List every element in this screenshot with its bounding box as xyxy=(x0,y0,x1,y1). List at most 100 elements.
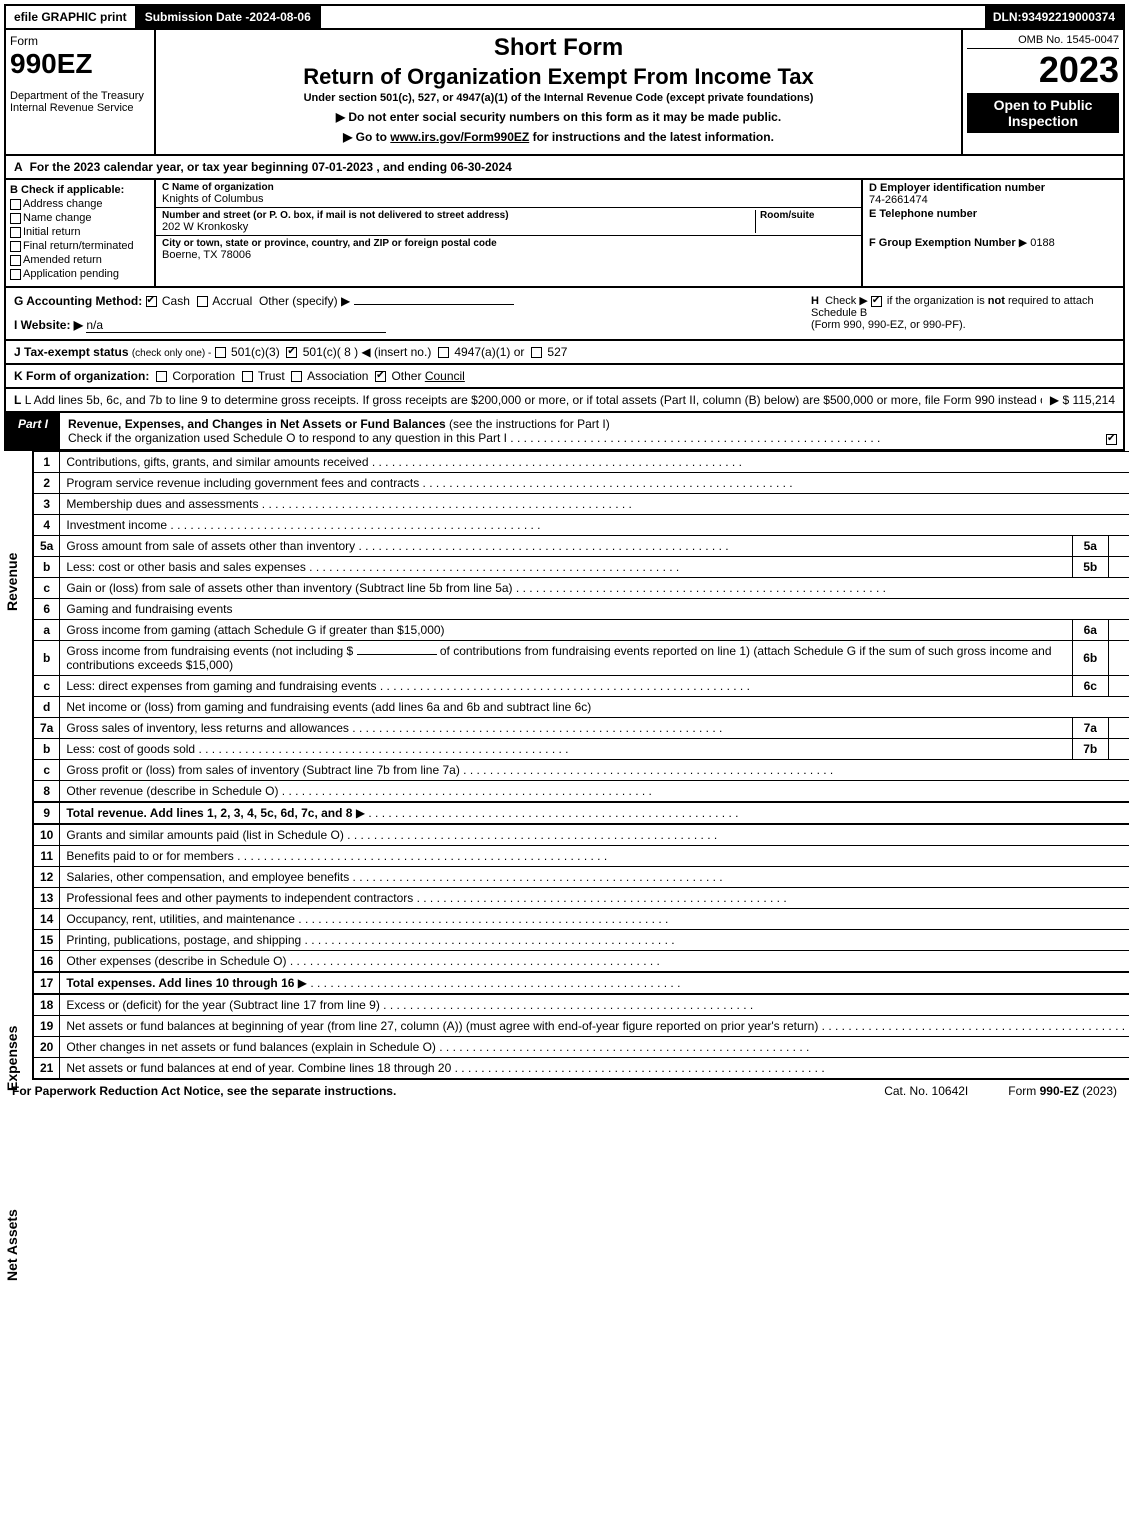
lineno: a xyxy=(33,620,60,641)
line-desc: Excess or (deficit) for the year (Subtra… xyxy=(66,998,379,1012)
city-label: City or town, state or province, country… xyxy=(162,238,855,249)
dln-value: 93492219000374 xyxy=(1022,10,1115,24)
col-def: D Employer identification number 74-2661… xyxy=(863,180,1123,286)
lineno: 16 xyxy=(33,951,60,973)
arrow-icon: ▶ $ xyxy=(1050,393,1069,407)
opt-other-pre: Other xyxy=(391,369,421,383)
box-label: 5a xyxy=(1072,536,1108,557)
line-desc: Gaming and fundraising events xyxy=(66,602,232,616)
lineno: 18 xyxy=(33,994,60,1016)
cb-corporation[interactable] xyxy=(156,371,167,382)
cb-address-change[interactable]: Address change xyxy=(10,198,150,210)
line-18: 18 Excess or (deficit) for the year (Subt… xyxy=(33,994,1129,1016)
goto-post: for instructions and the latest informat… xyxy=(529,130,774,144)
return-title: Return of Organization Exempt From Incom… xyxy=(164,64,953,90)
part1-paren: (see the instructions for Part I) xyxy=(449,417,610,431)
lineno: 19 xyxy=(33,1016,60,1037)
line-desc: Gross income from gaming (attach Schedul… xyxy=(66,623,444,637)
contrib-blank xyxy=(357,654,437,655)
lineno: c xyxy=(33,578,60,599)
cb-application-pending[interactable]: Application pending xyxy=(10,268,150,280)
box-label: 6a xyxy=(1072,620,1108,641)
opt-corp: Corporation xyxy=(172,369,235,383)
dept-treasury: Department of the Treasury xyxy=(10,90,150,102)
org-name-label: C Name of organization xyxy=(162,182,855,193)
line-desc-1: Gross income from fundraising events (no… xyxy=(66,644,353,658)
section-bcdef: B Check if applicable: Address change Na… xyxy=(4,180,1125,288)
lineno: 10 xyxy=(33,824,60,846)
cb-other-org[interactable] xyxy=(375,371,386,382)
cb-final-return[interactable]: Final return/terminated xyxy=(10,240,150,252)
cb-label: Initial return xyxy=(23,226,80,238)
cb-schedule-o-part1[interactable] xyxy=(1106,434,1117,445)
cb-trust[interactable] xyxy=(242,371,253,382)
line-16: 16 Other expenses (describe in Schedule O… xyxy=(33,951,1129,973)
omb-number: OMB No. 1545-0047 xyxy=(967,34,1119,49)
line-desc: Contributions, gifts, grants, and simila… xyxy=(66,455,368,469)
city-value: Boerne, TX 78006 xyxy=(162,249,251,261)
line-desc: Less: cost of goods sold xyxy=(66,742,195,756)
lineno: 17 xyxy=(33,972,60,994)
row-a-tax-year: A For the 2023 calendar year, or tax yea… xyxy=(4,156,1125,180)
room-label: Room/suite xyxy=(760,210,855,221)
cb-501c[interactable] xyxy=(286,347,297,358)
street-label: Number and street (or P. O. box, if mail… xyxy=(162,210,755,221)
cb-527[interactable] xyxy=(531,347,542,358)
website-value: n/a xyxy=(86,318,386,333)
line-desc: Investment income xyxy=(66,518,167,532)
goto-link[interactable]: www.irs.gov/Form990EZ xyxy=(390,130,529,144)
line-desc: Other expenses (describe in Schedule O) xyxy=(66,954,286,968)
form-header: Form 990EZ Department of the Treasury In… xyxy=(4,30,1125,156)
cb-amended-return[interactable]: Amended return xyxy=(10,254,150,266)
cb-schedule-b[interactable] xyxy=(871,296,882,307)
line-5c: c Gain or (loss) from sale of assets oth… xyxy=(33,578,1129,599)
col-c-org-info: C Name of organization Knights of Columb… xyxy=(156,180,863,286)
lineno: c xyxy=(33,676,60,697)
line-21: 21Net assets or fund balances at end of … xyxy=(33,1058,1129,1080)
cb-initial-return[interactable]: Initial return xyxy=(10,226,150,238)
cb-501c3[interactable] xyxy=(215,347,226,358)
cb-cash[interactable] xyxy=(146,296,157,307)
line-15: 15Printing, publications, postage, and s… xyxy=(33,930,1129,951)
lineno: 6 xyxy=(33,599,60,620)
line-desc: Program service revenue including govern… xyxy=(66,476,419,490)
footer-form-num: 990-EZ xyxy=(1040,1084,1079,1098)
line-6: 6 Gaming and fundraising events xyxy=(33,599,1129,620)
box-value: 99,449 xyxy=(1108,641,1129,676)
box-value xyxy=(1108,718,1129,739)
other-label: Other (specify) ▶ xyxy=(259,294,350,308)
box-label: 5b xyxy=(1072,557,1108,578)
opt-trust: Trust xyxy=(258,369,285,383)
ssn-note: ▶ Do not enter social security numbers o… xyxy=(164,110,953,124)
org-name-row: C Name of organization Knights of Columb… xyxy=(156,180,861,208)
line-desc: Net assets or fund balances at beginning… xyxy=(66,1019,818,1033)
lineno: 4 xyxy=(33,515,60,536)
box-value xyxy=(1108,739,1129,760)
row-l-gross-receipts: L L Add lines 5b, 6c, and 7b to line 9 t… xyxy=(4,389,1125,413)
line-14: 14Occupancy, rent, utilities, and mainte… xyxy=(33,909,1129,930)
cb-name-change[interactable]: Name change xyxy=(10,212,150,224)
part1-title-block: Revenue, Expenses, and Changes in Net As… xyxy=(60,413,1102,449)
box-label: 6b xyxy=(1072,641,1108,676)
line-desc: Gain or (loss) from sale of assets other… xyxy=(66,581,512,595)
part1-table: 1 Contributions, gifts, grants, and simi… xyxy=(32,451,1129,1080)
line-9: 9 Total revenue. Add lines 1, 2, 3, 4, 5… xyxy=(33,802,1129,824)
sidelabel-expenses: Expenses xyxy=(4,1026,20,1091)
col-b-hdr: Check if applicable: xyxy=(21,184,124,196)
cb-association[interactable] xyxy=(291,371,302,382)
line-desc: Total expenses. Add lines 10 through 16 xyxy=(66,976,294,990)
row-k-form-org: K Form of organization: Corporation Trus… xyxy=(4,365,1125,389)
other-specify-input[interactable] xyxy=(354,304,514,305)
line-1: 1 Contributions, gifts, grants, and simi… xyxy=(33,452,1129,473)
h-schedule-b: H Check ▶ if the organization is not req… xyxy=(803,288,1123,339)
line-6b: b Gross income from fundraising events (… xyxy=(33,641,1129,676)
cb-4947[interactable] xyxy=(438,347,449,358)
h-not: not xyxy=(988,295,1005,307)
footer-form-pre: Form xyxy=(1008,1084,1039,1098)
line-20: 20Other changes in net assets or fund ba… xyxy=(33,1037,1129,1058)
lineno: 13 xyxy=(33,888,60,909)
under-section: Under section 501(c), 527, or 4947(a)(1)… xyxy=(164,92,953,104)
cb-accrual[interactable] xyxy=(197,296,208,307)
line-desc: Other revenue (describe in Schedule O) xyxy=(66,784,278,798)
line-desc: Gross sales of inventory, less returns a… xyxy=(66,721,349,735)
